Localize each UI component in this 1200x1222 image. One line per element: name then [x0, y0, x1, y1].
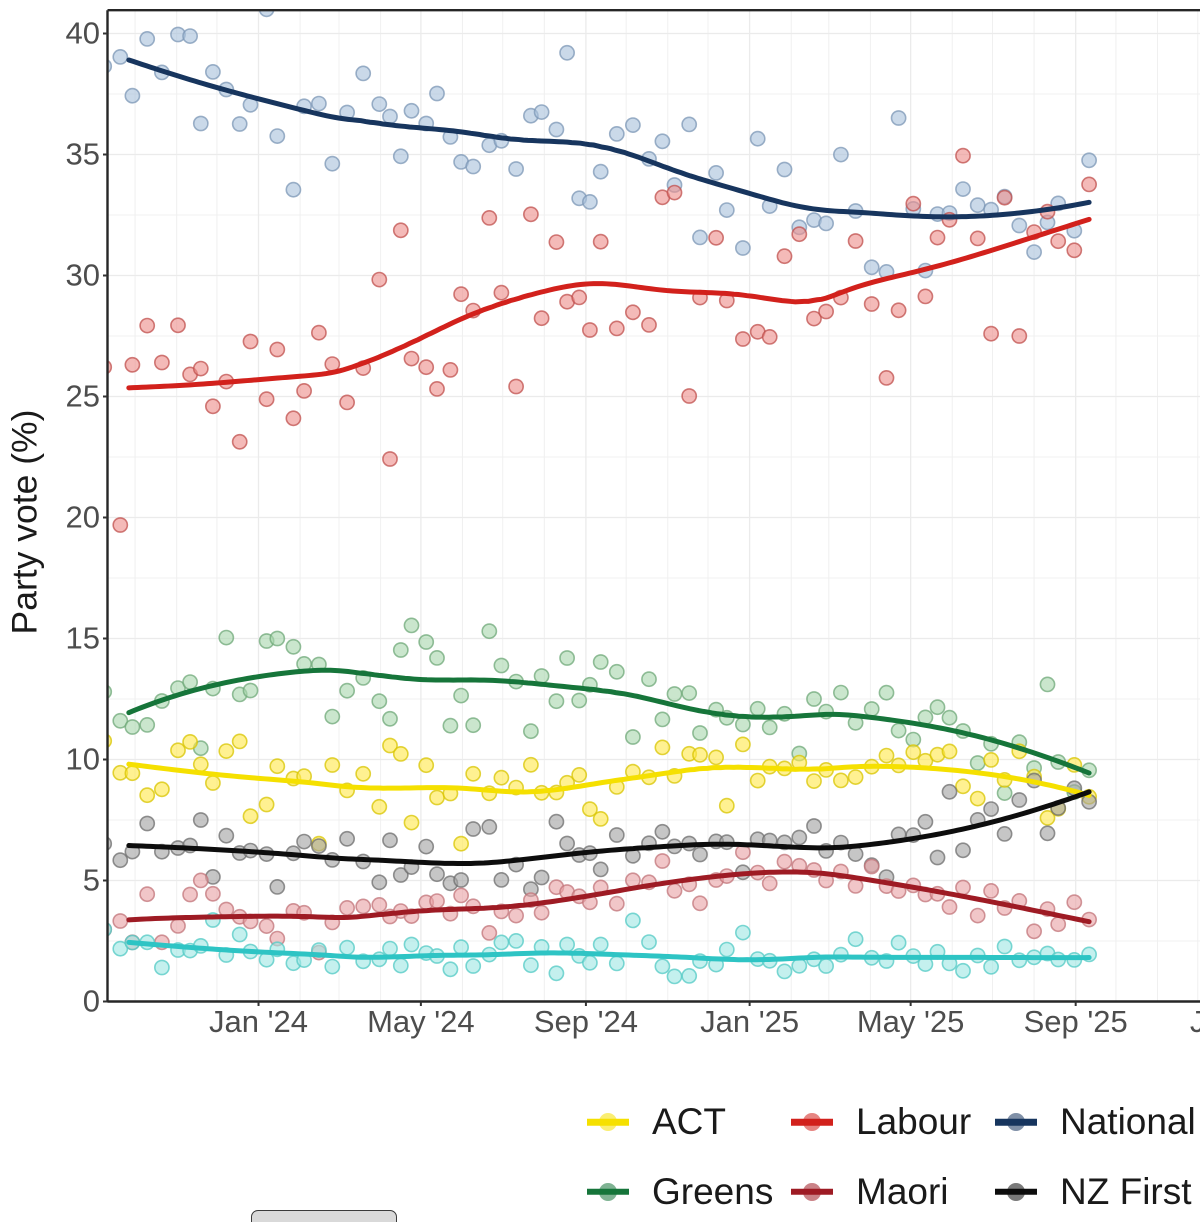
svg-text:Jan '25: Jan '25: [700, 1004, 799, 1039]
svg-text:20: 20: [66, 500, 100, 535]
svg-text:0: 0: [83, 984, 100, 1019]
svg-text:35: 35: [66, 137, 100, 172]
svg-text:10: 10: [66, 742, 100, 777]
svg-text:Sep '25: Sep '25: [1024, 1004, 1128, 1039]
svg-text:15: 15: [66, 621, 100, 656]
svg-text:May '25: May '25: [857, 1004, 965, 1039]
svg-text:Jan '24: Jan '24: [209, 1004, 308, 1039]
svg-text:Jan '26: Jan '26: [1190, 1004, 1200, 1039]
svg-text:5: 5: [83, 863, 100, 898]
svg-text:Sep '24: Sep '24: [534, 1004, 638, 1039]
svg-text:40: 40: [66, 16, 100, 51]
svg-text:25: 25: [66, 379, 100, 414]
svg-text:May '24: May '24: [367, 1004, 475, 1039]
svg-text:30: 30: [66, 258, 100, 293]
